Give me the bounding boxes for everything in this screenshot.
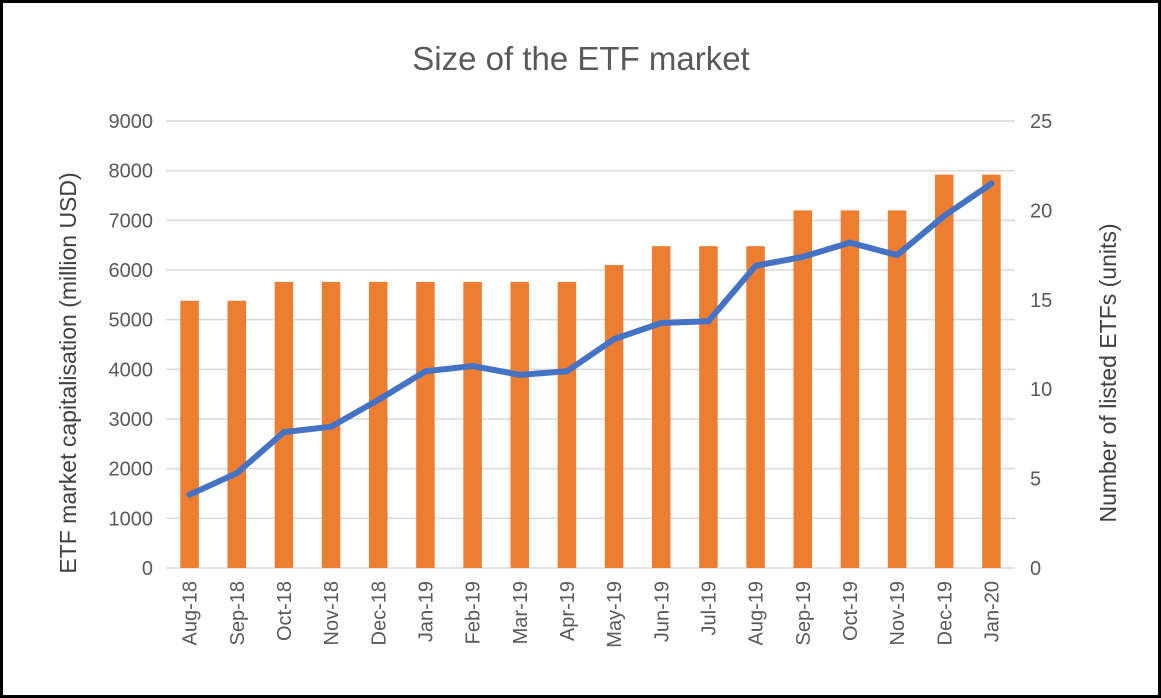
- bar: [652, 246, 671, 568]
- bar: [463, 281, 482, 568]
- line-point: [280, 429, 287, 436]
- x-tick-label: Aug-19: [746, 581, 768, 646]
- y-tick-label: 1000: [109, 508, 154, 530]
- x-tick-label: Mar-19: [510, 581, 532, 644]
- line-point: [375, 396, 382, 403]
- y-tick-label: 8000: [109, 161, 154, 183]
- x-tick-label: Jan-19: [415, 581, 437, 642]
- x-tick-label: May-19: [604, 581, 626, 648]
- x-tick-label: Nov-19: [887, 581, 909, 645]
- line-point: [611, 336, 618, 343]
- bar: [746, 246, 765, 568]
- y-tick-label: 7000: [109, 210, 154, 232]
- x-axis-ticks: Aug-18 Sep-18 Oct-18 Nov-18 Dec-18 Jan-19 Feb-…: [180, 581, 1004, 648]
- bar: [369, 281, 388, 568]
- x-tick-label: Sep-18: [227, 581, 249, 646]
- x-tick-label: Apr-19: [557, 581, 579, 641]
- line-point: [328, 423, 335, 430]
- line-point: [469, 362, 476, 369]
- line-point: [233, 470, 240, 477]
- line-point: [894, 252, 901, 259]
- y-tick-label: 6000: [109, 260, 154, 282]
- x-tick-label: Jan-20: [981, 581, 1003, 642]
- bar: [227, 300, 246, 568]
- line-point: [799, 253, 806, 260]
- x-tick-label: Jun-19: [651, 581, 673, 642]
- line-point: [941, 212, 948, 219]
- y2-axis-ticks: 0 5 10 15 20 25: [1030, 111, 1052, 580]
- y-tick-label: 0: [142, 558, 153, 580]
- y-tick-label: 9000: [109, 111, 154, 133]
- bar: [180, 300, 199, 568]
- y2-tick-label: 0: [1030, 558, 1041, 580]
- line-point: [752, 262, 759, 269]
- y2-axis-title: Number of listed ETFs (units): [1095, 223, 1121, 522]
- x-tick-label: Oct-18: [274, 581, 296, 641]
- y-axis-ticks: 0 1000 2000 3000 4000 5000 6000 7000 8000 9000: [109, 111, 154, 580]
- line-point: [186, 491, 193, 498]
- line-point: [422, 368, 429, 375]
- x-tick-label: Dec-18: [368, 581, 390, 645]
- y2-tick-label: 5: [1030, 469, 1041, 491]
- y-tick-label: 3000: [109, 409, 154, 431]
- line-point: [705, 318, 712, 325]
- bar: [935, 174, 954, 568]
- y2-tick-label: 20: [1030, 200, 1052, 222]
- line-point: [658, 320, 665, 327]
- x-tick-label: Dec-19: [934, 581, 956, 645]
- bar: [982, 174, 1001, 568]
- y-tick-label: 2000: [109, 459, 154, 481]
- x-tick-label: Nov-18: [321, 581, 343, 645]
- line-point: [563, 368, 570, 375]
- line-point: [846, 239, 853, 246]
- x-tick-label: Aug-18: [180, 581, 202, 646]
- gridlines: [166, 120, 1015, 569]
- x-tick-label: Jul-19: [698, 581, 720, 635]
- line-point: [516, 371, 523, 378]
- y-tick-label: 5000: [109, 310, 154, 332]
- x-tick-label: Oct-19: [840, 581, 862, 641]
- line-path: [186, 180, 995, 498]
- x-tick-label: Sep-19: [793, 581, 815, 646]
- bar: [274, 281, 294, 568]
- y2-tick-label: 10: [1030, 379, 1052, 401]
- bar: [604, 265, 624, 568]
- bar: [557, 281, 577, 568]
- bar: [416, 281, 435, 568]
- y2-tick-label: 15: [1030, 290, 1052, 312]
- bar: [510, 281, 529, 568]
- y2-tick-label: 25: [1030, 111, 1052, 133]
- bar: [699, 246, 718, 568]
- x-tick-label: Feb-19: [463, 581, 485, 644]
- line-series: [186, 180, 995, 498]
- bar-series: [180, 174, 1001, 568]
- chart: Size of the ETF market 0 1000 2000 3000 4000…: [55, 40, 1121, 648]
- y-axis-title: ETF market capitalisation (million USD): [55, 172, 81, 573]
- bar: [840, 210, 860, 568]
- bar: [793, 210, 812, 568]
- bar: [887, 210, 907, 568]
- line-point: [988, 180, 995, 187]
- chart-title: Size of the ETF market: [412, 40, 749, 77]
- y-tick-label: 4000: [109, 359, 154, 381]
